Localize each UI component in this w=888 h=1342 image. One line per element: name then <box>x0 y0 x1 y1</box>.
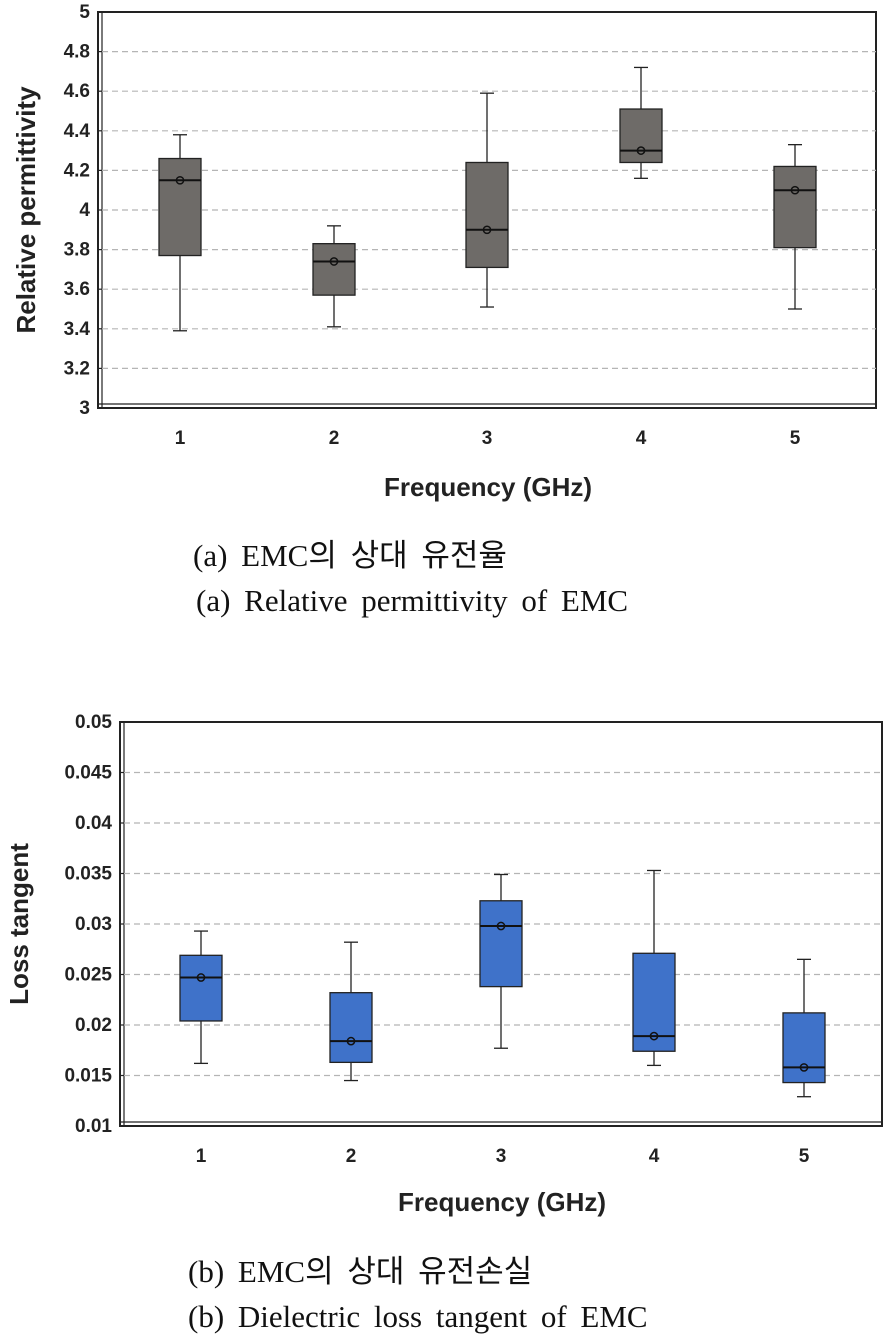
box-4 <box>619 66 663 179</box>
box-1 <box>179 930 223 1065</box>
relative-permittivity-box-plot: 3 3.2 3.4 3.6 3.8 4 4.2 4.4 4.6 4.8 5 1 2 3 4 5 Frequenc… <box>11 2 877 502</box>
y-axis-title: Loss tangent <box>4 843 34 1005</box>
loss-tangent-box-plot: 0.01 0.015 0.02 0.025 0.03 0.035 0.04 0.045 0.05… <box>4 712 883 1217</box>
y-axis-title: Relative permittivity <box>11 86 41 334</box>
y-tick-label: 0.05 <box>75 712 112 733</box>
x-tick-label: 1 <box>196 1146 207 1167</box>
y-tick-label: 3.4 <box>64 319 91 340</box>
x-tick-label: 5 <box>790 428 801 449</box>
iqr-box <box>329 992 373 1064</box>
iqr-box <box>632 952 676 1052</box>
y-tick-label: 0.01 <box>75 1116 112 1137</box>
box-2 <box>329 941 373 1082</box>
x-tick-label: 2 <box>346 1146 357 1167</box>
x-axis-title: Frequency (GHz) <box>398 1187 606 1217</box>
y-tick-label: 5 <box>79 2 90 23</box>
x-tick-label: 5 <box>799 1146 810 1167</box>
y-tick-label: 4 <box>79 200 90 221</box>
mean-marker <box>649 1031 659 1041</box>
y-tick-label: 4.2 <box>64 160 90 181</box>
box-3 <box>479 873 523 1049</box>
y-tick-label: 0.03 <box>75 914 112 935</box>
mean-marker <box>175 175 185 185</box>
box-5 <box>782 958 826 1098</box>
y-tick-label: 0.045 <box>64 763 112 784</box>
x-tick-label: 4 <box>636 428 647 449</box>
mean-marker <box>482 225 492 235</box>
box-4 <box>632 869 676 1067</box>
box-1 <box>158 134 202 332</box>
y-tick-label: 0.02 <box>75 1015 112 1036</box>
mean-marker <box>346 1036 356 1046</box>
iqr-box <box>312 243 356 296</box>
iqr-box <box>479 900 523 988</box>
y-tick-label: 4.8 <box>64 42 90 63</box>
x-tick-label: 3 <box>482 428 493 449</box>
y-tick-label: 0.015 <box>64 1066 112 1087</box>
y-tick-label: 0.025 <box>64 965 112 986</box>
y-tick-label: 0.04 <box>75 813 112 834</box>
mean-marker <box>790 185 800 195</box>
iqr-box <box>465 161 509 269</box>
mean-marker <box>496 921 506 931</box>
y-tick-label: 3.8 <box>64 240 90 261</box>
caption-a-korean: (a) EMC의 상대 유전율 <box>193 538 507 573</box>
x-tick-label: 2 <box>329 428 340 449</box>
mean-marker <box>799 1063 809 1072</box>
x-tick-label: 1 <box>175 428 186 449</box>
mean-marker <box>196 973 206 982</box>
box-2 <box>312 225 356 328</box>
x-tick-label: 3 <box>496 1146 507 1167</box>
iqr-box <box>782 1012 826 1084</box>
x-tick-label: 4 <box>649 1146 660 1167</box>
y-tick-label: 0.035 <box>64 864 112 885</box>
mean-marker <box>329 257 339 266</box>
box-3 <box>465 92 509 308</box>
iqr-box <box>773 165 817 249</box>
caption-a-english: (a) Relative permittivity of EMC <box>196 583 629 618</box>
y-tick-label: 3 <box>79 398 90 419</box>
iqr-box <box>158 157 202 257</box>
y-tick-label: 3.2 <box>64 358 90 379</box>
y-tick-label: 4.6 <box>64 81 90 102</box>
y-tick-label: 4.4 <box>64 121 91 142</box>
caption-b-english: (b) Dielectric loss tangent of EMC <box>188 1299 648 1334</box>
y-tick-label: 3.6 <box>64 279 90 300</box>
mean-marker <box>636 146 646 155</box>
iqr-box <box>179 954 223 1022</box>
x-axis-title: Frequency (GHz) <box>384 472 592 502</box>
box-5 <box>773 144 817 310</box>
caption-b-korean: (b) EMC의 상대 유전손실 <box>188 1254 533 1289</box>
